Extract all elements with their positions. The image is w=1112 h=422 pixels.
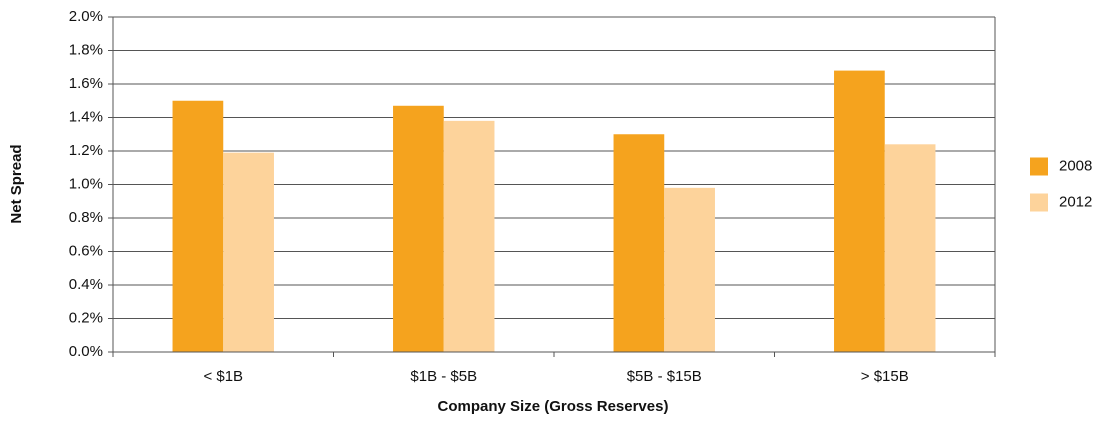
- legend-swatch: [1030, 193, 1048, 212]
- bar: [443, 120, 495, 352]
- x-axis-label: Company Size (Gross Reserves): [438, 398, 669, 415]
- x-tick-label: > $15B: [861, 368, 909, 385]
- x-tick-label: $1B - $5B: [410, 368, 477, 385]
- y-tick-label: 0.6%: [69, 242, 103, 259]
- x-tick-label: $5B - $15B: [627, 368, 702, 385]
- legend-swatch: [1030, 157, 1048, 176]
- bar: [834, 70, 885, 352]
- y-tick-label: 0.4%: [69, 276, 103, 293]
- y-tick-label: 1.8%: [69, 41, 103, 58]
- bar: [172, 100, 224, 352]
- legend-label: 2008: [1059, 157, 1092, 174]
- y-tick-label: 2.0%: [69, 8, 103, 25]
- bar: [223, 152, 274, 352]
- y-tick-label: 1.4%: [69, 108, 103, 125]
- bar: [393, 105, 444, 353]
- bar: [884, 144, 936, 352]
- y-tick-label: 0.2%: [69, 309, 103, 326]
- bar: [664, 187, 715, 352]
- y-tick-label: 1.6%: [69, 75, 103, 92]
- y-tick-label: 0.8%: [69, 209, 103, 226]
- x-tick-label: < $1B: [203, 368, 243, 385]
- bar: [613, 134, 665, 352]
- y-tick-label: 1.2%: [69, 142, 103, 159]
- y-tick-label: 0.0%: [69, 343, 103, 360]
- y-tick-label: 1.0%: [69, 175, 103, 192]
- legend-label: 2012: [1059, 193, 1092, 210]
- y-axis-label: Net Spread: [8, 144, 25, 223]
